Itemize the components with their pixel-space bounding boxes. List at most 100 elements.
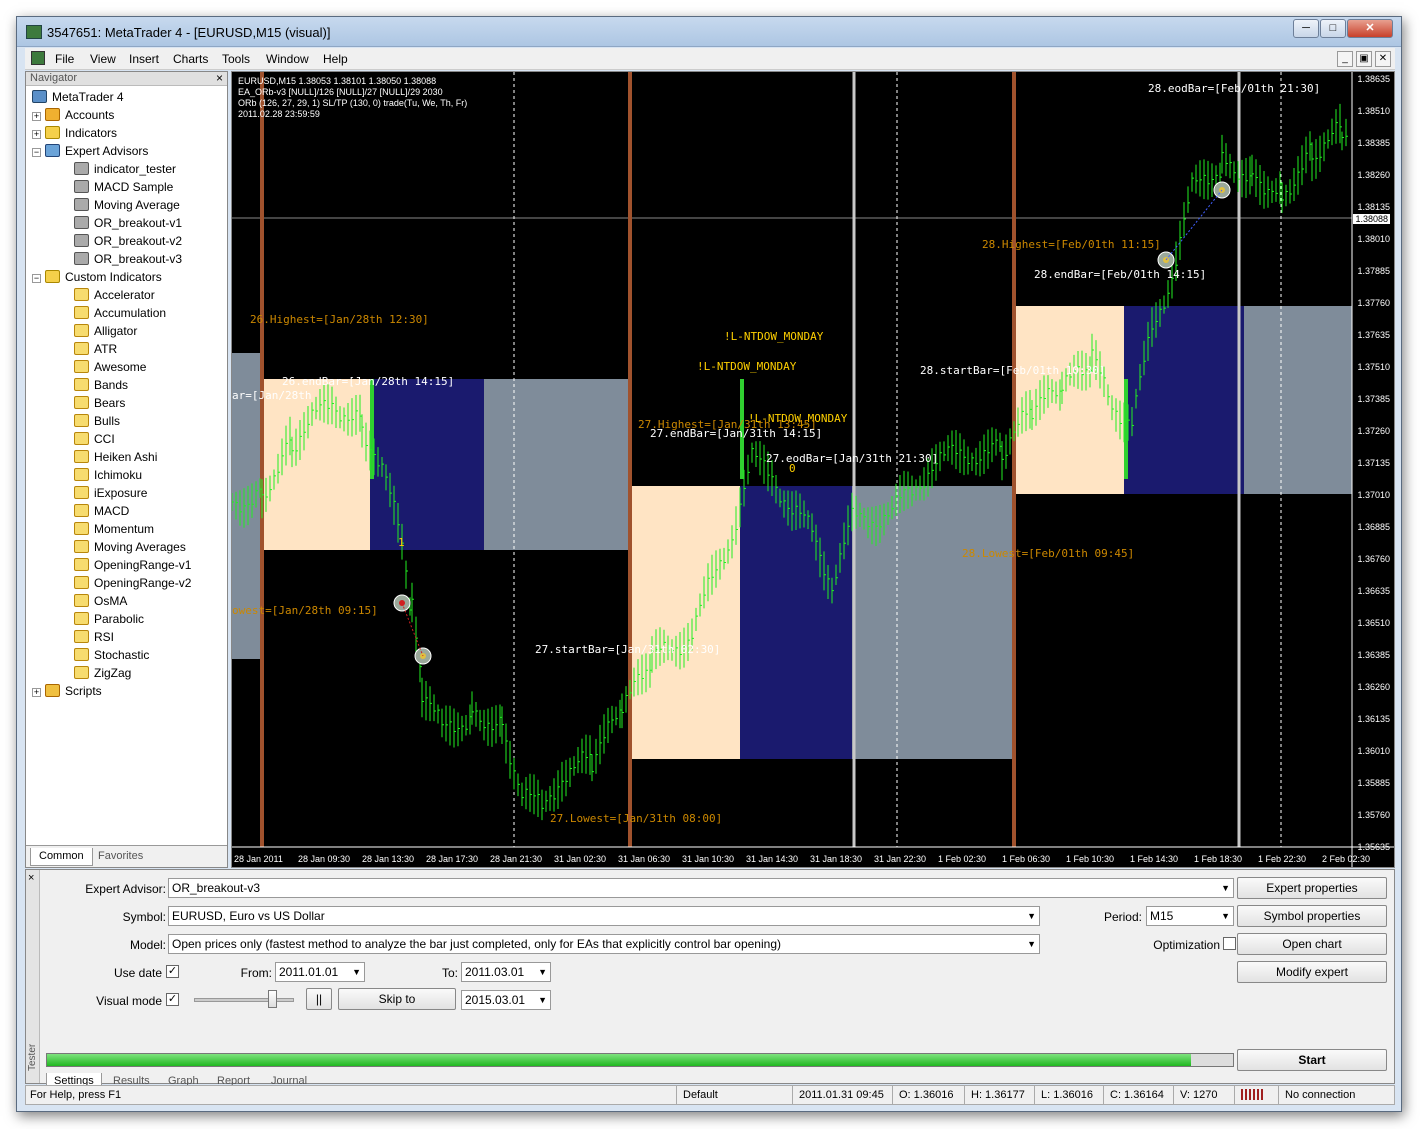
tree-custom-indicator-item[interactable]: OpeningRange-v1: [74, 556, 191, 574]
tab-favorites[interactable]: Favorites: [98, 850, 144, 862]
model-select[interactable]: Open prices only (fastest method to anal…: [168, 934, 1040, 954]
price-chart[interactable]: EURUSD,M15 1.38053 1.38101 1.38050 1.380…: [231, 71, 1395, 868]
mdi-close-button[interactable]: ✕: [1375, 51, 1391, 67]
tester-side-bar: × Tester: [26, 870, 40, 1083]
tree-custom-indicator-item[interactable]: Ichimoku: [74, 466, 142, 484]
status-time: 2011.01.31 09:45: [792, 1086, 884, 1104]
tab-journal[interactable]: Journal: [271, 1075, 308, 1087]
tree-custom-indicator-item[interactable]: Stochastic: [74, 646, 149, 664]
range-box: [1244, 306, 1352, 494]
pause-button[interactable]: ||: [306, 988, 332, 1010]
function-icon: [74, 504, 89, 517]
menu-charts[interactable]: Charts: [173, 52, 209, 66]
collapse-icon[interactable]: −: [32, 147, 41, 157]
tree-custom-indicator-item[interactable]: Awesome: [74, 358, 146, 376]
menu-tools[interactable]: Tools: [222, 52, 251, 66]
tree-custom-indicator-item[interactable]: Accelerator: [74, 286, 155, 304]
tree-expert-advisors[interactable]: − Expert Advisors: [32, 144, 149, 158]
tree-custom-indicator-item[interactable]: Parabolic: [74, 610, 144, 628]
skip-to-button[interactable]: Skip to: [338, 988, 456, 1010]
period-select[interactable]: M15 ▼: [1146, 906, 1234, 926]
menu-file[interactable]: File: [55, 52, 75, 66]
tree-custom-indicator-item[interactable]: iExposure: [74, 484, 147, 502]
price-tick-label: 1.37385: [1357, 394, 1390, 404]
tree-custom-indicator-item[interactable]: MACD: [74, 502, 129, 520]
time-tick-label: 28 Jan 21:30: [490, 854, 543, 864]
range-box: [852, 486, 1012, 759]
menu-window[interactable]: Window: [266, 52, 309, 66]
visual-mode-checkbox[interactable]: ✓: [166, 993, 179, 1006]
status-help: For Help, press F1: [30, 1089, 122, 1101]
tree-custom-indicator-item[interactable]: Accumulation: [74, 304, 166, 322]
tree-custom-indicator-item[interactable]: ZigZag: [74, 664, 131, 682]
symbol-select[interactable]: EURUSD, Euro vs US Dollar ▼: [168, 906, 1040, 926]
tab-results[interactable]: Results: [113, 1075, 150, 1087]
tree-custom-indicators[interactable]: − Custom Indicators: [32, 270, 162, 284]
price-tick-label: 1.37760: [1357, 298, 1390, 308]
dropdown-arrow-icon: ▼: [538, 967, 547, 977]
tab-common[interactable]: Common: [30, 848, 93, 866]
modify-expert-button[interactable]: Modify expert: [1237, 961, 1387, 983]
use-date-checkbox[interactable]: ✓: [166, 965, 179, 978]
tree-custom-indicator-item[interactable]: Bears: [74, 394, 125, 412]
expand-icon[interactable]: +: [32, 129, 41, 139]
close-button[interactable]: ✕: [1347, 19, 1393, 38]
from-date-input[interactable]: 2011.01.01 ▼: [275, 962, 365, 982]
tree-custom-indicator-item[interactable]: Bands: [74, 376, 128, 394]
tree-ea-item[interactable]: MACD Sample: [74, 178, 173, 196]
tree-custom-indicator-item[interactable]: Moving Averages: [74, 538, 186, 556]
tree-ea-item[interactable]: OR_breakout-v3: [74, 250, 182, 268]
tree-root[interactable]: MetaTrader 4: [32, 88, 124, 106]
speed-slider[interactable]: [194, 998, 294, 1002]
open-chart-button[interactable]: Open chart: [1237, 933, 1387, 955]
tree-custom-indicator-item[interactable]: ATR: [74, 340, 117, 358]
skip-to-date-input[interactable]: 2015.03.01 ▼: [461, 990, 551, 1010]
tree-custom-indicator-item[interactable]: RSI: [74, 628, 114, 646]
tester-close-icon[interactable]: ×: [28, 872, 35, 884]
status-profile[interactable]: Default: [676, 1086, 718, 1104]
tree-scripts[interactable]: + Scripts: [32, 684, 102, 698]
price-tick-label: 1.36385: [1357, 650, 1390, 660]
mdi-minimize-button[interactable]: _: [1337, 51, 1353, 67]
tree-custom-indicator-item[interactable]: Momentum: [74, 520, 154, 538]
minimize-button[interactable]: ─: [1293, 19, 1319, 38]
tree-ea-item[interactable]: OR_breakout-v1: [74, 214, 182, 232]
tree-custom-indicator-item[interactable]: CCI: [74, 430, 115, 448]
price-tick-label: 1.36510: [1357, 618, 1390, 628]
title-bar[interactable]: 3547651: MetaTrader 4 - [EURUSD,M15 (vis…: [17, 17, 1401, 47]
tree-custom-indicator-item[interactable]: OsMA: [74, 592, 127, 610]
start-button[interactable]: Start: [1237, 1049, 1387, 1071]
chart-window-icon[interactable]: [31, 51, 45, 65]
tree-ea-item[interactable]: indicator_tester: [74, 160, 176, 178]
price-tick-label: 1.36760: [1357, 554, 1390, 564]
tree-accounts[interactable]: + Accounts: [32, 108, 115, 122]
symbol-properties-button[interactable]: Symbol properties: [1237, 905, 1387, 927]
tree-indicators[interactable]: + Indicators: [32, 126, 118, 140]
connection-bars-icon: [1234, 1086, 1270, 1104]
expert-advisor-select[interactable]: OR_breakout-v3 ▼: [168, 878, 1234, 898]
menu-help[interactable]: Help: [323, 52, 348, 66]
label-28-endbar: 28.endBar=[Feb/01th 14:15]: [1034, 268, 1207, 281]
tree-custom-indicator-item[interactable]: Heiken Ashi: [74, 448, 157, 466]
maximize-button[interactable]: □: [1320, 19, 1346, 38]
app-window: 3547651: MetaTrader 4 - [EURUSD,M15 (vis…: [16, 16, 1402, 1112]
mdi-restore-button[interactable]: ▣: [1356, 51, 1372, 67]
collapse-icon[interactable]: −: [32, 273, 41, 283]
tab-report[interactable]: Report: [217, 1075, 251, 1087]
tree-ea-item[interactable]: Moving Average: [74, 196, 180, 214]
menu-insert[interactable]: Insert: [129, 52, 160, 66]
navigator-close-icon[interactable]: ×: [215, 71, 223, 85]
expand-icon[interactable]: +: [32, 687, 41, 697]
speed-slider-thumb[interactable]: [268, 990, 277, 1008]
menu-view[interactable]: View: [90, 52, 116, 66]
expand-icon[interactable]: +: [32, 111, 41, 121]
to-date-input[interactable]: 2011.03.01 ▼: [461, 962, 551, 982]
time-tick-label: 28 Jan 13:30: [362, 854, 415, 864]
tree-custom-indicator-item[interactable]: OpeningRange-v2: [74, 574, 191, 592]
tree-ea-item[interactable]: OR_breakout-v2: [74, 232, 182, 250]
optimization-checkbox[interactable]: [1223, 937, 1236, 950]
tree-custom-indicator-item[interactable]: Bulls: [74, 412, 120, 430]
expert-properties-button[interactable]: Expert properties: [1237, 877, 1387, 899]
tab-graph[interactable]: Graph: [168, 1075, 199, 1087]
tree-custom-indicator-item[interactable]: Alligator: [74, 322, 137, 340]
